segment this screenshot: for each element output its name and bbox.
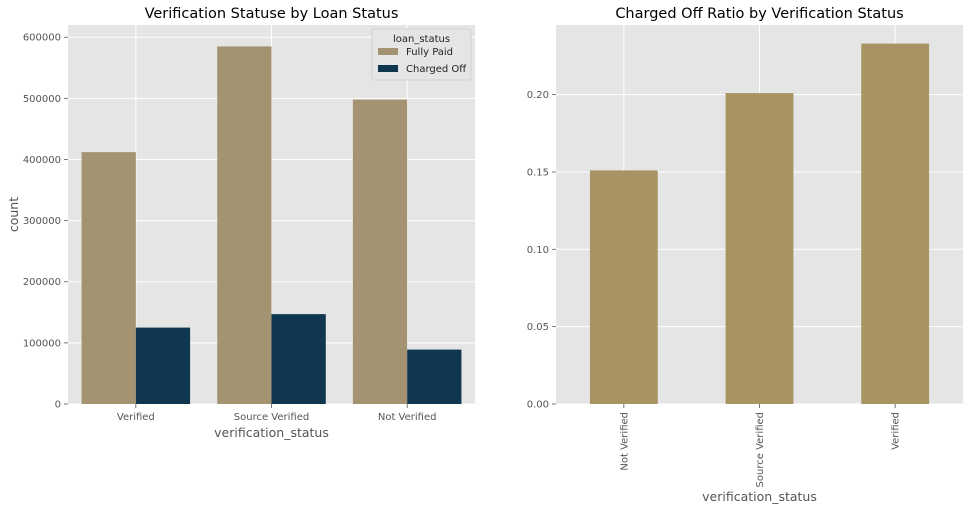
y-ticks-left: 0 100000 200000 300000 400000 500000 600000 xyxy=(23,33,68,411)
y-tick-label: 0.10 xyxy=(527,245,549,256)
legend-label-fully-paid: Fully Paid xyxy=(406,47,453,58)
legend-label-charged-off: Charged Off xyxy=(406,64,467,75)
x-tick-label: Verified xyxy=(891,412,902,450)
x-ticks-left: Verified Source Verified Not Verified xyxy=(117,404,437,423)
y-tick-label: 100000 xyxy=(23,338,61,349)
x-tick-label: Source Verified xyxy=(755,412,766,487)
bars-left xyxy=(81,46,462,404)
bar-charged-off-verified xyxy=(135,327,191,404)
bar-fully-paid-not-verified xyxy=(352,99,408,404)
chart-title-right: Charged Off Ratio by Verification Status xyxy=(615,6,903,22)
bar-ratio-source-verified xyxy=(725,93,794,404)
bar-ratio-not-verified xyxy=(589,170,658,404)
y-tick-label: 0.20 xyxy=(527,90,549,101)
x-tick-label: Not Verified xyxy=(619,412,630,471)
bar-ratio-verified xyxy=(861,43,930,405)
bar-fully-paid-verified xyxy=(81,152,136,404)
y-tick-label: 300000 xyxy=(23,216,61,227)
legend-swatch-fully-paid xyxy=(378,48,398,55)
bars-right xyxy=(589,43,930,405)
y-axis-label-left: count xyxy=(6,197,21,232)
legend-swatch-charged-off xyxy=(378,65,398,72)
chart-charged-off-ratio: 0.00 0.05 0.10 0.15 0.20 Not Verified Source … xyxy=(527,6,963,504)
y-tick-label: 0 xyxy=(55,400,61,411)
x-tick-label: Source Verified xyxy=(234,412,309,423)
bar-fully-paid-source-verified xyxy=(217,46,272,404)
y-tick-label: 500000 xyxy=(23,94,61,105)
x-axis-label-left: verification_status xyxy=(214,425,329,440)
chart-title-left: Verification Statuse by Loan Status xyxy=(145,6,399,22)
legend-title: loan_status xyxy=(393,34,450,45)
y-tick-label: 200000 xyxy=(23,277,61,288)
bar-charged-off-source-verified xyxy=(271,314,326,404)
x-tick-label: Not Verified xyxy=(378,412,437,423)
legend: loan_status Fully Paid Charged Off xyxy=(371,28,472,81)
y-tick-label: 400000 xyxy=(23,155,61,166)
x-tick-label: Verified xyxy=(117,412,155,423)
x-axis-label-right: verification_status xyxy=(702,489,817,504)
y-ticks-right: 0.00 0.05 0.10 0.15 0.20 xyxy=(527,90,556,411)
y-tick-label: 600000 xyxy=(23,33,61,44)
y-tick-label: 0.00 xyxy=(527,400,549,411)
y-tick-label: 0.15 xyxy=(527,167,549,178)
bar-charged-off-not-verified xyxy=(407,349,462,404)
chart-verification-by-loan-status: 0 100000 200000 300000 400000 500000 600000 Ve… xyxy=(6,6,475,440)
y-tick-label: 0.05 xyxy=(527,322,549,333)
x-ticks-right: Not Verified Source Verified Verified xyxy=(619,404,902,487)
